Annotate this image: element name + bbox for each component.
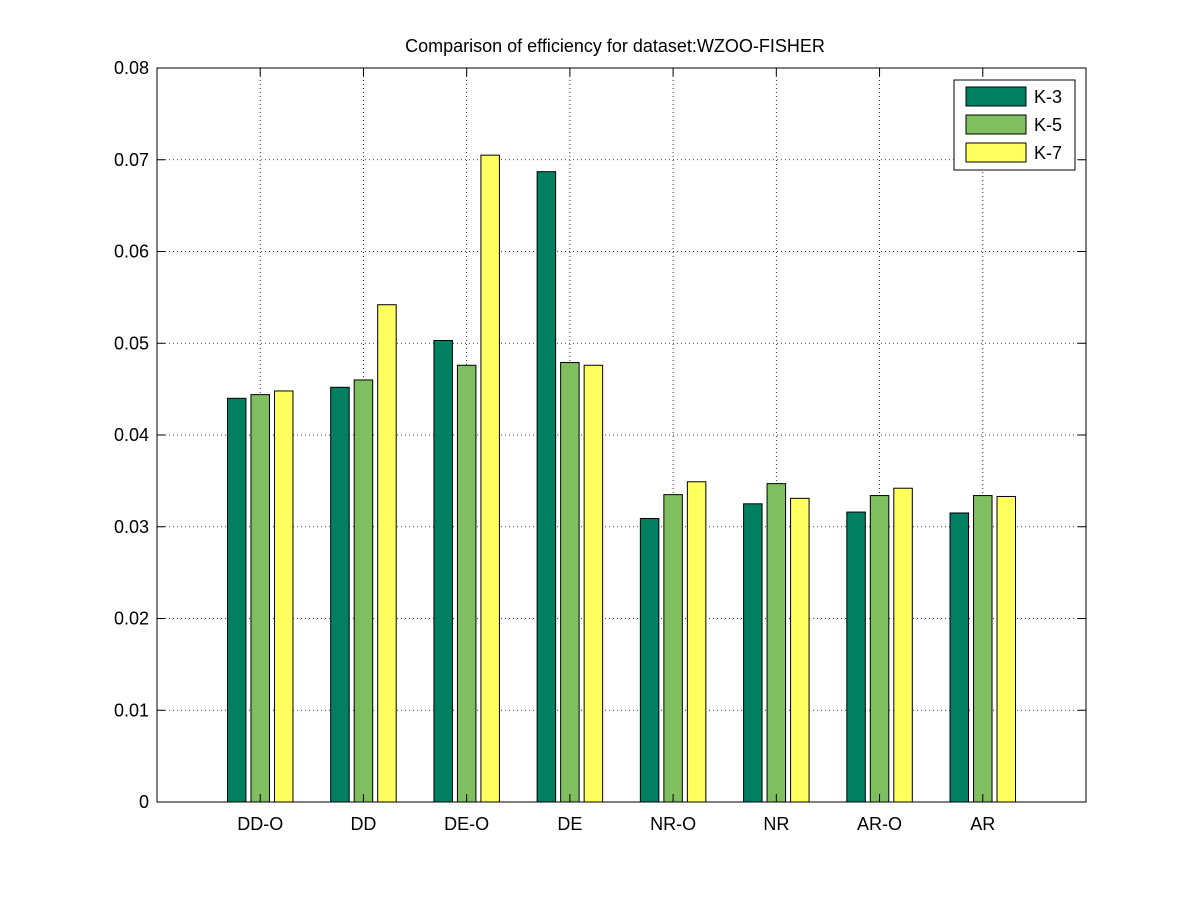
legend-swatch — [965, 142, 1027, 163]
x-tick-label: DD — [350, 814, 376, 834]
y-tick-label: 0.01 — [114, 700, 149, 720]
bar — [456, 364, 477, 803]
x-tick-label: DD-O — [237, 814, 283, 834]
bar — [996, 495, 1017, 803]
legend-label: K-3 — [1034, 87, 1062, 107]
bar — [893, 487, 913, 803]
y-tick-label: 0.08 — [114, 58, 149, 78]
bar — [377, 304, 397, 803]
grid-lines — [157, 68, 1086, 802]
legend-label: K-7 — [1034, 143, 1062, 163]
y-tick-label: 0.03 — [114, 517, 149, 537]
bar — [353, 379, 374, 803]
bar — [226, 397, 247, 803]
bar — [686, 481, 707, 803]
y-tick-label: 0.07 — [114, 150, 149, 170]
x-tick-label: AR-O — [857, 814, 902, 834]
x-tick-label: DE-O — [444, 814, 489, 834]
bar — [273, 390, 294, 803]
bar — [583, 364, 604, 803]
x-tick-label: AR — [970, 814, 995, 834]
bars — [226, 154, 1017, 803]
legend-swatch — [965, 86, 1027, 107]
y-tick-label: 0.02 — [114, 609, 149, 629]
x-tick-label: NR — [763, 814, 789, 834]
y-tick-label: 0.04 — [114, 425, 149, 445]
bar — [973, 495, 993, 803]
legend-swatch — [965, 114, 1027, 135]
axis-ticks: 0 0.01 0.02 0.03 0.04 0.05 0.06 0.07 0.08 DD-O DD D… — [114, 58, 1086, 834]
bar — [250, 394, 270, 803]
chart-title: Comparison of efficiency for dataset:WZO… — [405, 36, 825, 56]
bar — [433, 340, 453, 803]
bar — [949, 512, 970, 803]
bar — [743, 503, 763, 803]
y-tick-label: 0.06 — [114, 242, 149, 262]
legend: K-3 K-5 K-7 — [953, 79, 1076, 171]
y-tick-label: 0.05 — [114, 333, 149, 353]
bar — [663, 494, 683, 803]
bar — [639, 517, 660, 803]
bar — [766, 483, 787, 803]
bar — [330, 386, 350, 803]
x-tick-label: NR-O — [650, 814, 696, 834]
bar — [560, 362, 580, 803]
legend-label: K-5 — [1034, 115, 1062, 135]
bar — [480, 154, 500, 803]
bar — [846, 511, 866, 803]
bar — [869, 495, 890, 803]
y-tick-label: 0 — [139, 792, 149, 812]
x-tick-label: DE — [557, 814, 582, 834]
bar — [536, 171, 557, 803]
bar — [790, 497, 810, 803]
